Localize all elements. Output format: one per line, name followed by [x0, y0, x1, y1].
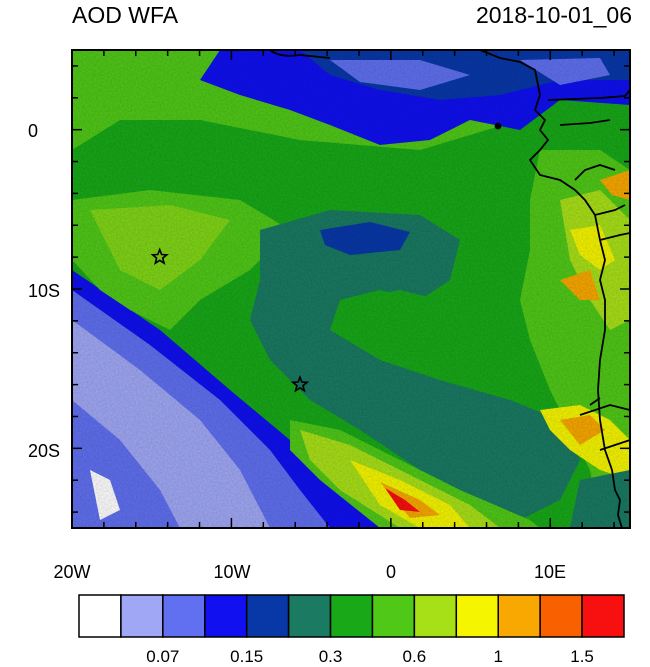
colorbar-box — [162, 594, 206, 638]
colorbar-label: 1.5 — [570, 647, 594, 666]
colorbar-box — [371, 594, 416, 638]
colorbar-box — [497, 594, 541, 638]
colorbar-box — [539, 594, 583, 638]
y-tick-label: 20S — [28, 441, 60, 461]
markers — [150, 247, 310, 393]
aod-field — [72, 50, 630, 528]
colorbar-box — [287, 594, 332, 638]
timestamp-label: 2018-10-01_06 — [475, 2, 632, 28]
axis-ticks — [71, 50, 630, 528]
star-marker — [150, 247, 169, 266]
colorbar-box — [120, 594, 164, 638]
colorbar-box — [329, 594, 374, 638]
x-tick-label: 0 — [386, 562, 396, 582]
star-marker — [290, 374, 310, 393]
y-tick-label: 0 — [28, 121, 38, 141]
colorbar-box — [78, 594, 122, 638]
colorbar-label: 1 — [493, 647, 502, 666]
colorbar-box — [455, 594, 499, 638]
colorbar-box — [245, 594, 290, 638]
colorbar-label: 0.15 — [230, 647, 263, 666]
colorbar-box — [581, 594, 625, 638]
x-tick-label: 20W — [53, 562, 90, 582]
y-tick-label: 10S — [28, 281, 60, 301]
colorbar — [78, 594, 625, 638]
colorbar-label: 0.6 — [403, 647, 427, 666]
colorbar-label: 0.3 — [319, 647, 343, 666]
colorbar-box — [204, 594, 248, 638]
colorbar-box — [413, 594, 458, 638]
colorbar-label: 0.07 — [146, 647, 179, 666]
coastline — [269, 50, 630, 528]
colorbar-labels: 0.07 0.15 0.3 0.6 1 1.5 — [146, 647, 594, 666]
x-tick-label: 10E — [534, 562, 566, 582]
x-tick-label: 10W — [213, 562, 250, 582]
plot-title: AOD WFA — [72, 2, 179, 28]
